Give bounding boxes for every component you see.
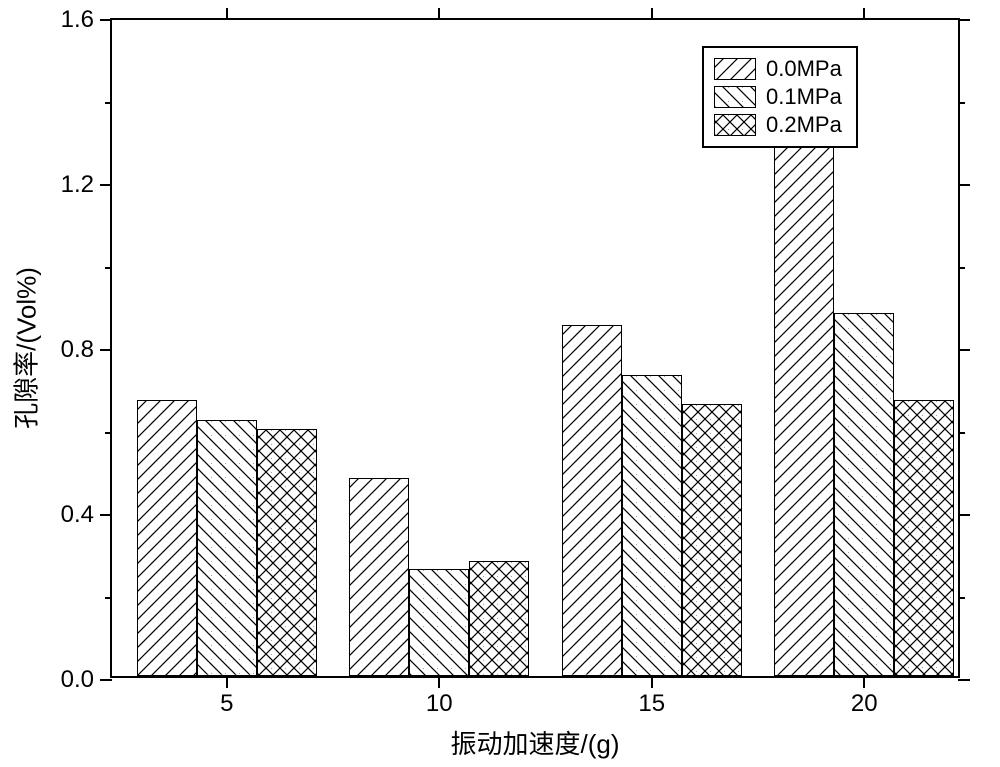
legend-swatch: [714, 114, 756, 136]
ytick-minor: [105, 597, 112, 599]
bar: [349, 478, 409, 676]
bar: [562, 325, 622, 676]
legend-item: 0.2MPa: [714, 112, 842, 138]
chart-container: 振动加速度/(g) 0.00.40.81.21.651015200.0MPa0.…: [0, 0, 1000, 767]
ytick-major: [958, 679, 970, 681]
ytick-minor: [958, 597, 965, 599]
xtick-label: 20: [851, 690, 878, 718]
xtick-major: [226, 8, 228, 20]
ytick-major: [100, 19, 112, 21]
xtick-label: 15: [638, 690, 665, 718]
legend-label: 0.0MPa: [766, 56, 842, 82]
legend-swatch: [714, 86, 756, 108]
ytick-major: [958, 184, 970, 186]
legend: 0.0MPa0.1MPa0.2MPa: [702, 46, 858, 148]
y-axis-label: 孔隙率/(Vol%): [7, 267, 44, 429]
xtick-major: [226, 676, 228, 688]
xtick-major: [651, 8, 653, 20]
legend-item: 0.0MPa: [714, 56, 842, 82]
ytick-minor: [958, 102, 965, 104]
ytick-label: 0.0: [61, 666, 94, 694]
bar: [622, 375, 682, 676]
ytick-major: [958, 349, 970, 351]
xtick-major: [438, 8, 440, 20]
bar: [682, 404, 742, 676]
x-axis-label: 振动加速度/(g): [450, 724, 619, 761]
xtick-major: [438, 676, 440, 688]
legend-item: 0.1MPa: [714, 84, 842, 110]
ytick-label: 0.8: [61, 336, 94, 364]
ytick-minor: [105, 267, 112, 269]
xtick-major: [863, 8, 865, 20]
ytick-major: [100, 184, 112, 186]
legend-label: 0.1MPa: [766, 84, 842, 110]
ytick-minor: [105, 432, 112, 434]
bar: [834, 313, 894, 676]
xtick-label: 5: [220, 690, 233, 718]
ytick-label: 1.2: [61, 171, 94, 199]
ytick-major: [958, 514, 970, 516]
legend-label: 0.2MPa: [766, 112, 842, 138]
bar: [409, 569, 469, 676]
ytick-major: [100, 349, 112, 351]
ytick-major: [100, 679, 112, 681]
bar: [257, 429, 317, 677]
bar: [894, 400, 954, 676]
ytick-minor: [958, 432, 965, 434]
plot-area: 振动加速度/(g) 0.00.40.81.21.651015200.0MPa0.…: [110, 18, 960, 678]
ytick-minor: [958, 267, 965, 269]
ytick-major: [100, 514, 112, 516]
ytick-minor: [105, 102, 112, 104]
bar: [197, 420, 257, 676]
ytick-label: 0.4: [61, 501, 94, 529]
bar: [137, 400, 197, 676]
legend-swatch: [714, 58, 756, 80]
bar: [469, 561, 529, 677]
xtick-major: [863, 676, 865, 688]
xtick-major: [651, 676, 653, 688]
xtick-label: 10: [426, 690, 453, 718]
ytick-major: [958, 19, 970, 21]
ytick-label: 1.6: [61, 6, 94, 34]
